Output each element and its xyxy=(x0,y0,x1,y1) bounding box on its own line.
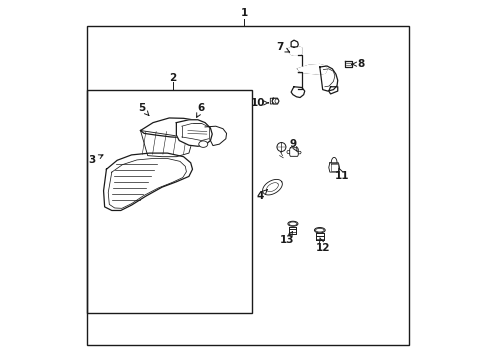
Polygon shape xyxy=(103,153,192,211)
Bar xyxy=(86,26,408,345)
Ellipse shape xyxy=(198,141,207,147)
Text: 12: 12 xyxy=(316,238,330,253)
Text: 2: 2 xyxy=(169,73,176,83)
Text: 7: 7 xyxy=(276,42,289,52)
Text: 5: 5 xyxy=(139,103,149,116)
Bar xyxy=(86,90,251,313)
Ellipse shape xyxy=(287,221,297,226)
Ellipse shape xyxy=(274,99,278,103)
Text: 6: 6 xyxy=(196,103,204,117)
Text: 1: 1 xyxy=(241,8,247,18)
Text: 4: 4 xyxy=(256,189,267,201)
Text: 3: 3 xyxy=(88,155,103,165)
Text: 9: 9 xyxy=(289,139,297,152)
Polygon shape xyxy=(140,118,199,138)
Polygon shape xyxy=(297,64,326,74)
Ellipse shape xyxy=(314,228,325,233)
Polygon shape xyxy=(176,120,212,146)
Ellipse shape xyxy=(276,143,285,152)
Text: 8: 8 xyxy=(351,59,364,69)
Polygon shape xyxy=(344,61,351,67)
Text: 11: 11 xyxy=(334,168,348,181)
Text: 10: 10 xyxy=(250,98,268,108)
Polygon shape xyxy=(287,46,301,55)
Text: 13: 13 xyxy=(280,232,294,245)
